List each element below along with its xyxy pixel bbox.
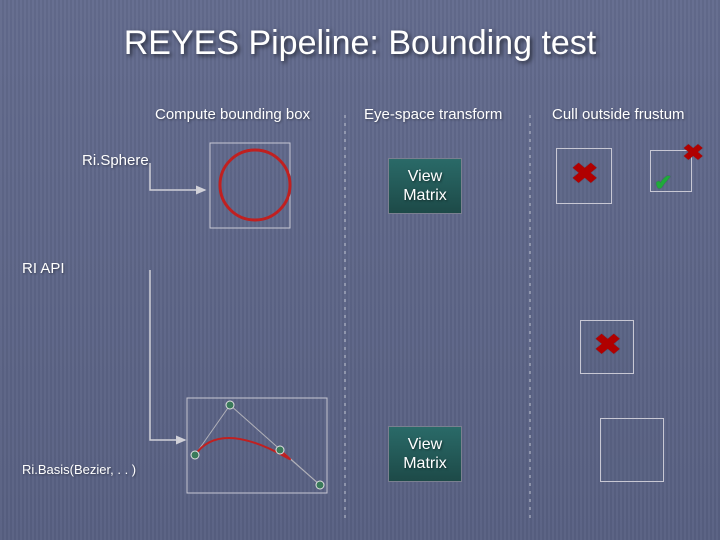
x-mark-icon: ✖ xyxy=(594,328,622,361)
label-ribasis-bezier: Ri.Basis(Bezier, . . ) xyxy=(22,462,136,477)
cull-box-3 xyxy=(600,418,664,482)
x-mark-icon: ✖ xyxy=(571,157,599,190)
header-eyespace-transform: Eye-space transform xyxy=(364,106,502,123)
slide-title: REYES Pipeline: Bounding test xyxy=(0,24,720,63)
header-compute-bbox: Compute bounding box xyxy=(155,106,310,123)
label-risphere: Ri.Sphere xyxy=(82,152,149,169)
x-mark-icon: ✖ xyxy=(682,140,704,166)
view-matrix-box-top: ViewMatrix xyxy=(388,158,462,214)
header-cull-frustum: Cull outside frustum xyxy=(552,106,685,123)
label-ri-api: RI API xyxy=(22,260,65,277)
view-matrix-box-bottom: ViewMatrix xyxy=(388,426,462,482)
check-mark-icon: ✔ xyxy=(654,170,672,196)
